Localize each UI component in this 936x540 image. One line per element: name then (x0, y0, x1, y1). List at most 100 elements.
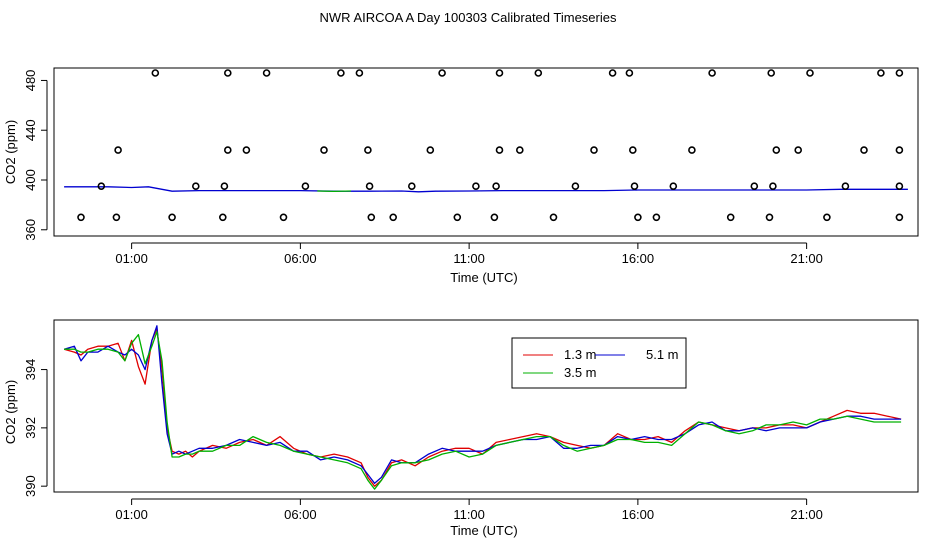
x-axis-label: Time (UTC) (450, 270, 517, 285)
data-point (114, 146, 122, 154)
series-line-green (64, 331, 902, 490)
data-point (495, 146, 504, 154)
y-tick-label: 390 (23, 475, 38, 497)
y-axis: 390 392 394 (23, 359, 48, 497)
data-point (219, 213, 227, 222)
data-point (895, 69, 904, 77)
y-tick-label: 360 (23, 219, 38, 241)
x-tick-label: 16:00 (622, 507, 655, 522)
y-axis-label: CO2 (ppm) (3, 120, 18, 184)
legend-box (511, 337, 687, 389)
data-point (534, 69, 543, 77)
data-point (389, 213, 398, 222)
data-point (192, 182, 200, 190)
data-point (426, 146, 435, 154)
data-point (438, 69, 446, 77)
data-point (750, 182, 759, 190)
data-point (279, 213, 288, 222)
y-tick-label: 440 (23, 119, 38, 141)
legend-entry-3-5m: 3.5 m (523, 365, 597, 380)
legend-label: 5.1 m (646, 347, 679, 362)
legend-entry-1-3m: 1.3 m (523, 347, 597, 362)
x-tick-label: 11:00 (453, 251, 485, 266)
y-tick-label: 480 (23, 70, 38, 92)
data-point (515, 146, 524, 154)
x-axis-label: Time (UTC) (450, 523, 517, 538)
data-point (630, 182, 639, 190)
data-point (367, 213, 376, 222)
data-point (490, 213, 499, 222)
legend-label: 3.5 m (564, 365, 597, 380)
data-point (767, 69, 776, 77)
series-line-red (63, 328, 902, 487)
x-tick-label: 16:00 (622, 251, 655, 266)
data-point (895, 146, 904, 154)
data-point (652, 213, 661, 222)
data-point (895, 213, 904, 222)
data-point (628, 146, 637, 154)
data-point (320, 146, 328, 154)
data-point (860, 146, 868, 154)
data-point (242, 146, 251, 154)
data-point (688, 146, 696, 154)
x-tick-label: 11:00 (453, 507, 485, 522)
data-point (708, 69, 716, 77)
data-point (765, 213, 774, 222)
data-point (492, 182, 500, 190)
data-point (823, 213, 831, 222)
data-point (625, 69, 634, 77)
legend-label: 1.3 m (564, 347, 597, 362)
series-line-blue (63, 325, 902, 484)
data-point (472, 182, 480, 190)
data-point (549, 213, 558, 222)
legend: 1.3 m 5.1 m 3.5 m (511, 337, 687, 389)
data-point (355, 69, 364, 77)
data-point (364, 146, 372, 154)
data-point (669, 182, 678, 190)
data-point (262, 69, 271, 77)
data-point (220, 182, 229, 190)
plot-frame (53, 319, 919, 493)
chart-title: NWR AIRCOA A Day 100303 Calibrated Times… (320, 10, 617, 25)
series-lines (63, 325, 902, 490)
data-point (608, 69, 617, 77)
data-point (806, 69, 814, 77)
x-axis: 01:00 06:00 11:00 16:00 21:00 (115, 498, 823, 522)
data-point (224, 69, 232, 77)
x-tick-label: 01:00 (115, 251, 148, 266)
data-point (224, 146, 232, 154)
x-tick-label: 21:00 (790, 507, 823, 522)
data-point (365, 182, 374, 190)
series-line-blue (64, 186, 908, 193)
data-point (841, 182, 850, 190)
y-tick-label: 394 (23, 359, 38, 381)
x-axis: 01:00 06:00 11:00 16:00 21:00 (115, 242, 823, 266)
data-point (337, 69, 345, 77)
data-point (772, 146, 781, 154)
x-tick-label: 21:00 (790, 251, 823, 266)
line-panel: 01:00 06:00 11:00 16:00 21:00 390 392 394 Time… (3, 319, 919, 538)
x-tick-label: 06:00 (284, 507, 317, 522)
data-point (301, 182, 310, 190)
data-point (77, 213, 85, 222)
data-point (726, 213, 735, 222)
data-point (794, 146, 803, 154)
data-point (407, 182, 416, 190)
data-point (495, 69, 504, 77)
data-point (634, 213, 642, 222)
scatter-panel: 01:00 06:00 11:00 16:00 21:00 360 400 440 480 T… (3, 67, 919, 285)
x-tick-label: 06:00 (284, 251, 317, 266)
data-point (571, 182, 580, 190)
data-point (769, 182, 777, 190)
data-point (97, 182, 106, 190)
data-point (895, 182, 904, 190)
data-point (877, 69, 885, 77)
legend-entry-5-1m: 5.1 m (595, 347, 679, 362)
data-point (151, 69, 160, 77)
plot-frame (53, 67, 919, 237)
x-tick-label: 01:00 (115, 507, 148, 522)
series-lines (64, 186, 908, 193)
y-axis-label: CO2 (ppm) (3, 380, 18, 444)
data-point (590, 146, 598, 154)
